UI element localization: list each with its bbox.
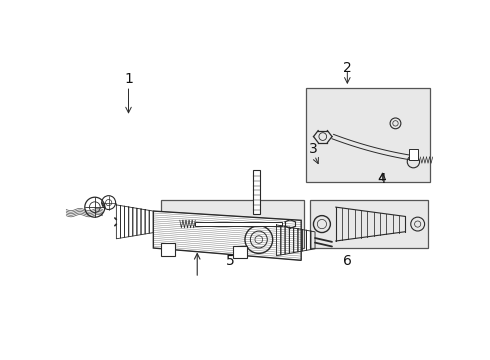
Text: 1: 1: [124, 72, 133, 86]
Text: 6: 6: [343, 254, 352, 268]
Bar: [253, 170, 260, 214]
Bar: [306, 87, 430, 182]
Bar: [409, 149, 418, 160]
Text: 3: 3: [309, 141, 318, 156]
Text: 4: 4: [377, 172, 386, 186]
Polygon shape: [153, 211, 301, 260]
Bar: [310, 200, 428, 248]
Bar: [233, 246, 247, 258]
Text: 2: 2: [343, 61, 352, 75]
Bar: [161, 200, 304, 248]
Bar: [161, 243, 175, 256]
Bar: [195, 222, 282, 226]
Text: 5: 5: [226, 254, 235, 268]
